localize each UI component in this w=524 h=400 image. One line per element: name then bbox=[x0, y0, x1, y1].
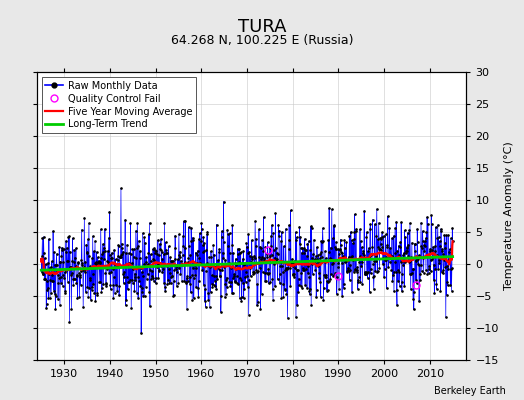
Legend: Raw Monthly Data, Quality Control Fail, Five Year Moving Average, Long-Term Tren: Raw Monthly Data, Quality Control Fail, … bbox=[41, 77, 196, 133]
Y-axis label: Temperature Anomaly (°C): Temperature Anomaly (°C) bbox=[504, 142, 515, 290]
Text: TURA: TURA bbox=[238, 18, 286, 36]
Text: 64.268 N, 100.225 E (Russia): 64.268 N, 100.225 E (Russia) bbox=[171, 34, 353, 47]
Text: Berkeley Earth: Berkeley Earth bbox=[434, 386, 506, 396]
